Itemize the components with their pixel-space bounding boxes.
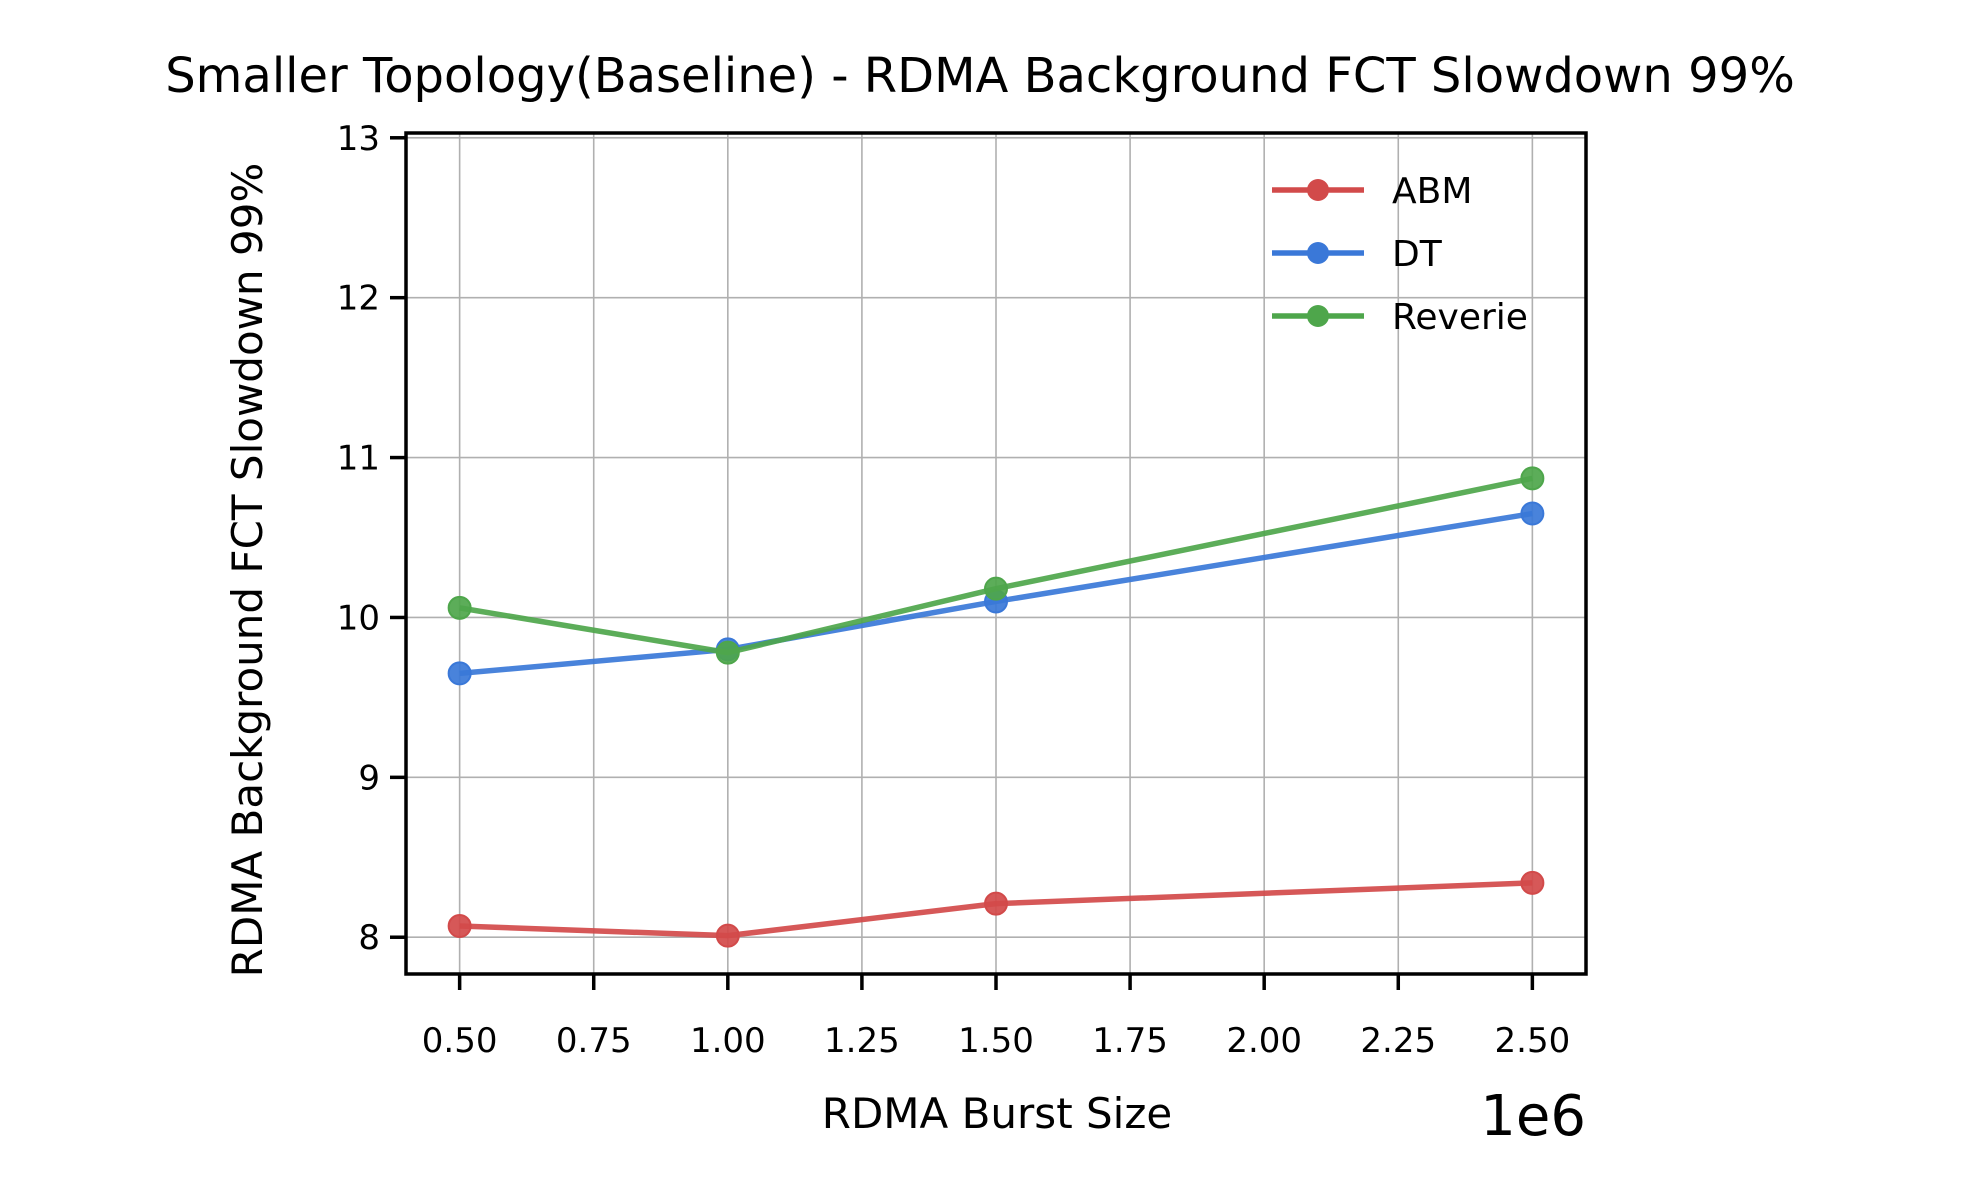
series-lines [447,466,1545,948]
y-axis-label: RDMA Background FCT Slowdown 99% [223,163,272,978]
data-point [715,640,740,665]
chart-title: Smaller Topology(Baseline) - RDMA Backgr… [165,48,1795,104]
legend-item: Reverie [1272,297,1528,338]
x-tick-label: 2.00 [1226,1021,1302,1061]
x-tick-label: 0.75 [556,1021,632,1061]
series-reverie [447,466,1545,665]
data-point [984,891,1008,916]
legend: ABM DT Reverie [1272,171,1528,338]
x-tick-label: 1.25 [824,1021,900,1061]
y-tick-label: 8 [358,918,380,958]
x-tick-label: 0.50 [422,1021,498,1061]
data-point [715,923,740,948]
data-point [984,576,1008,601]
x-axis-offset-label: 1e6 [1480,1084,1586,1149]
legend-marker [1307,242,1329,264]
series-abm [447,870,1545,948]
legend-marker [1307,179,1329,201]
y-tick-label: 10 [337,598,380,638]
axis-ticks: 0.50 0.75 1.00 1.25 1.50 1.75 2.00 2.25 2.50 8 9 10… [337,119,1570,1061]
data-point [1520,870,1545,895]
x-tick-label: 2.50 [1495,1021,1571,1061]
data-point [447,914,472,939]
legend-item: DT [1272,234,1443,275]
legend-label: ABM [1392,171,1472,212]
data-point [447,661,472,686]
legend-item: ABM [1272,171,1472,212]
x-tick-label: 2.25 [1360,1021,1436,1061]
legend-marker [1307,305,1329,327]
x-tick-label: 1.00 [690,1021,766,1061]
x-tick-label: 1.50 [958,1021,1034,1061]
y-tick-label: 12 [337,279,380,319]
x-axis-label: RDMA Burst Size [822,1089,1172,1138]
grid [406,133,1586,974]
legend-label: Reverie [1392,297,1528,338]
series-line [459,475,1533,656]
data-point [1520,501,1545,526]
y-tick-label: 9 [358,758,380,798]
x-tick-label: 1.75 [1092,1021,1168,1061]
series-line [459,510,1533,677]
y-tick-label: 13 [337,119,380,159]
y-tick-label: 11 [337,439,380,479]
series-line [459,880,1533,939]
legend-label: DT [1392,234,1443,275]
data-point [1520,466,1545,491]
data-point [447,595,472,620]
